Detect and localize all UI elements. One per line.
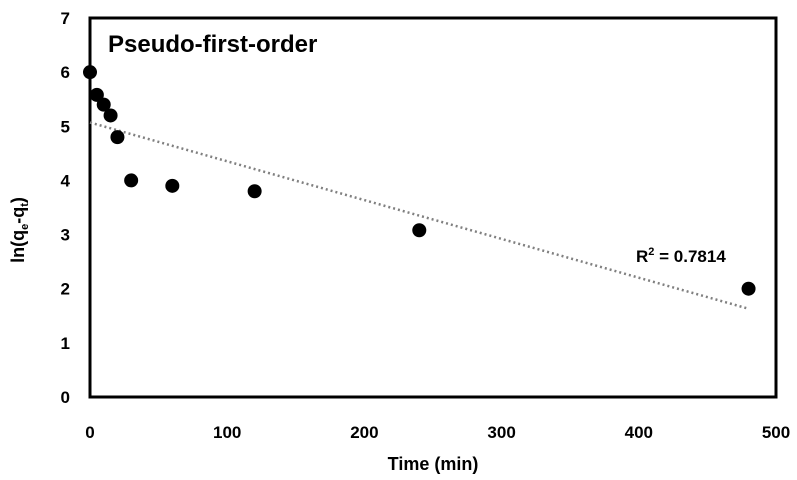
data-point <box>83 65 97 80</box>
r-squared-superscript: 2 <box>648 246 654 258</box>
y-axis-title-sub-e: e <box>19 224 31 230</box>
y-tick-label: 7 <box>61 9 70 28</box>
y-tick-label: 3 <box>61 226 70 245</box>
x-axis-title: Time (min) <box>388 454 479 474</box>
y-tick-label: 1 <box>61 334 70 353</box>
y-axis-title-close: ) <box>8 197 28 203</box>
trendline-group <box>89 121 749 310</box>
data-point <box>96 97 111 112</box>
linear-trendline <box>89 121 749 310</box>
x-tick-label: 200 <box>350 423 378 442</box>
y-tick-label: 2 <box>61 280 70 299</box>
x-tick-label: 500 <box>762 423 790 442</box>
data-point <box>165 178 180 193</box>
y-tick-label: 0 <box>61 388 70 407</box>
y-axis-ticks: 0 1 2 3 4 5 6 7 <box>61 9 71 407</box>
data-point <box>89 87 104 102</box>
data-point <box>247 184 262 199</box>
data-point <box>103 108 118 123</box>
x-axis-ticks: 0 100 200 300 400 500 <box>85 423 790 442</box>
data-points <box>83 65 756 296</box>
data-point <box>741 281 756 296</box>
y-axis-title-main: ln(q <box>8 230 28 263</box>
y-axis-title: ln(qe-qt) <box>8 197 31 263</box>
y-tick-label: 5 <box>61 117 70 136</box>
x-tick-label: 0 <box>85 423 94 442</box>
data-point <box>412 223 427 238</box>
r-squared-prefix: R <box>636 247 648 266</box>
plot-area-border <box>88 16 778 399</box>
x-tick-label: 100 <box>213 423 241 442</box>
y-axis-title-sub-t: t <box>19 203 31 207</box>
r-squared-value: = 0.7814 <box>654 247 726 266</box>
y-tick-label: 4 <box>61 171 71 190</box>
y-tick-label: 6 <box>61 63 70 82</box>
r-squared-annotation: R2 = 0.7814 <box>636 246 726 266</box>
x-tick-label: 400 <box>625 423 653 442</box>
chart-title: Pseudo-first-order <box>108 31 317 58</box>
x-tick-label: 300 <box>487 423 515 442</box>
data-point <box>124 173 139 188</box>
data-point <box>110 130 125 145</box>
y-axis-title-dash: -q <box>8 207 28 224</box>
